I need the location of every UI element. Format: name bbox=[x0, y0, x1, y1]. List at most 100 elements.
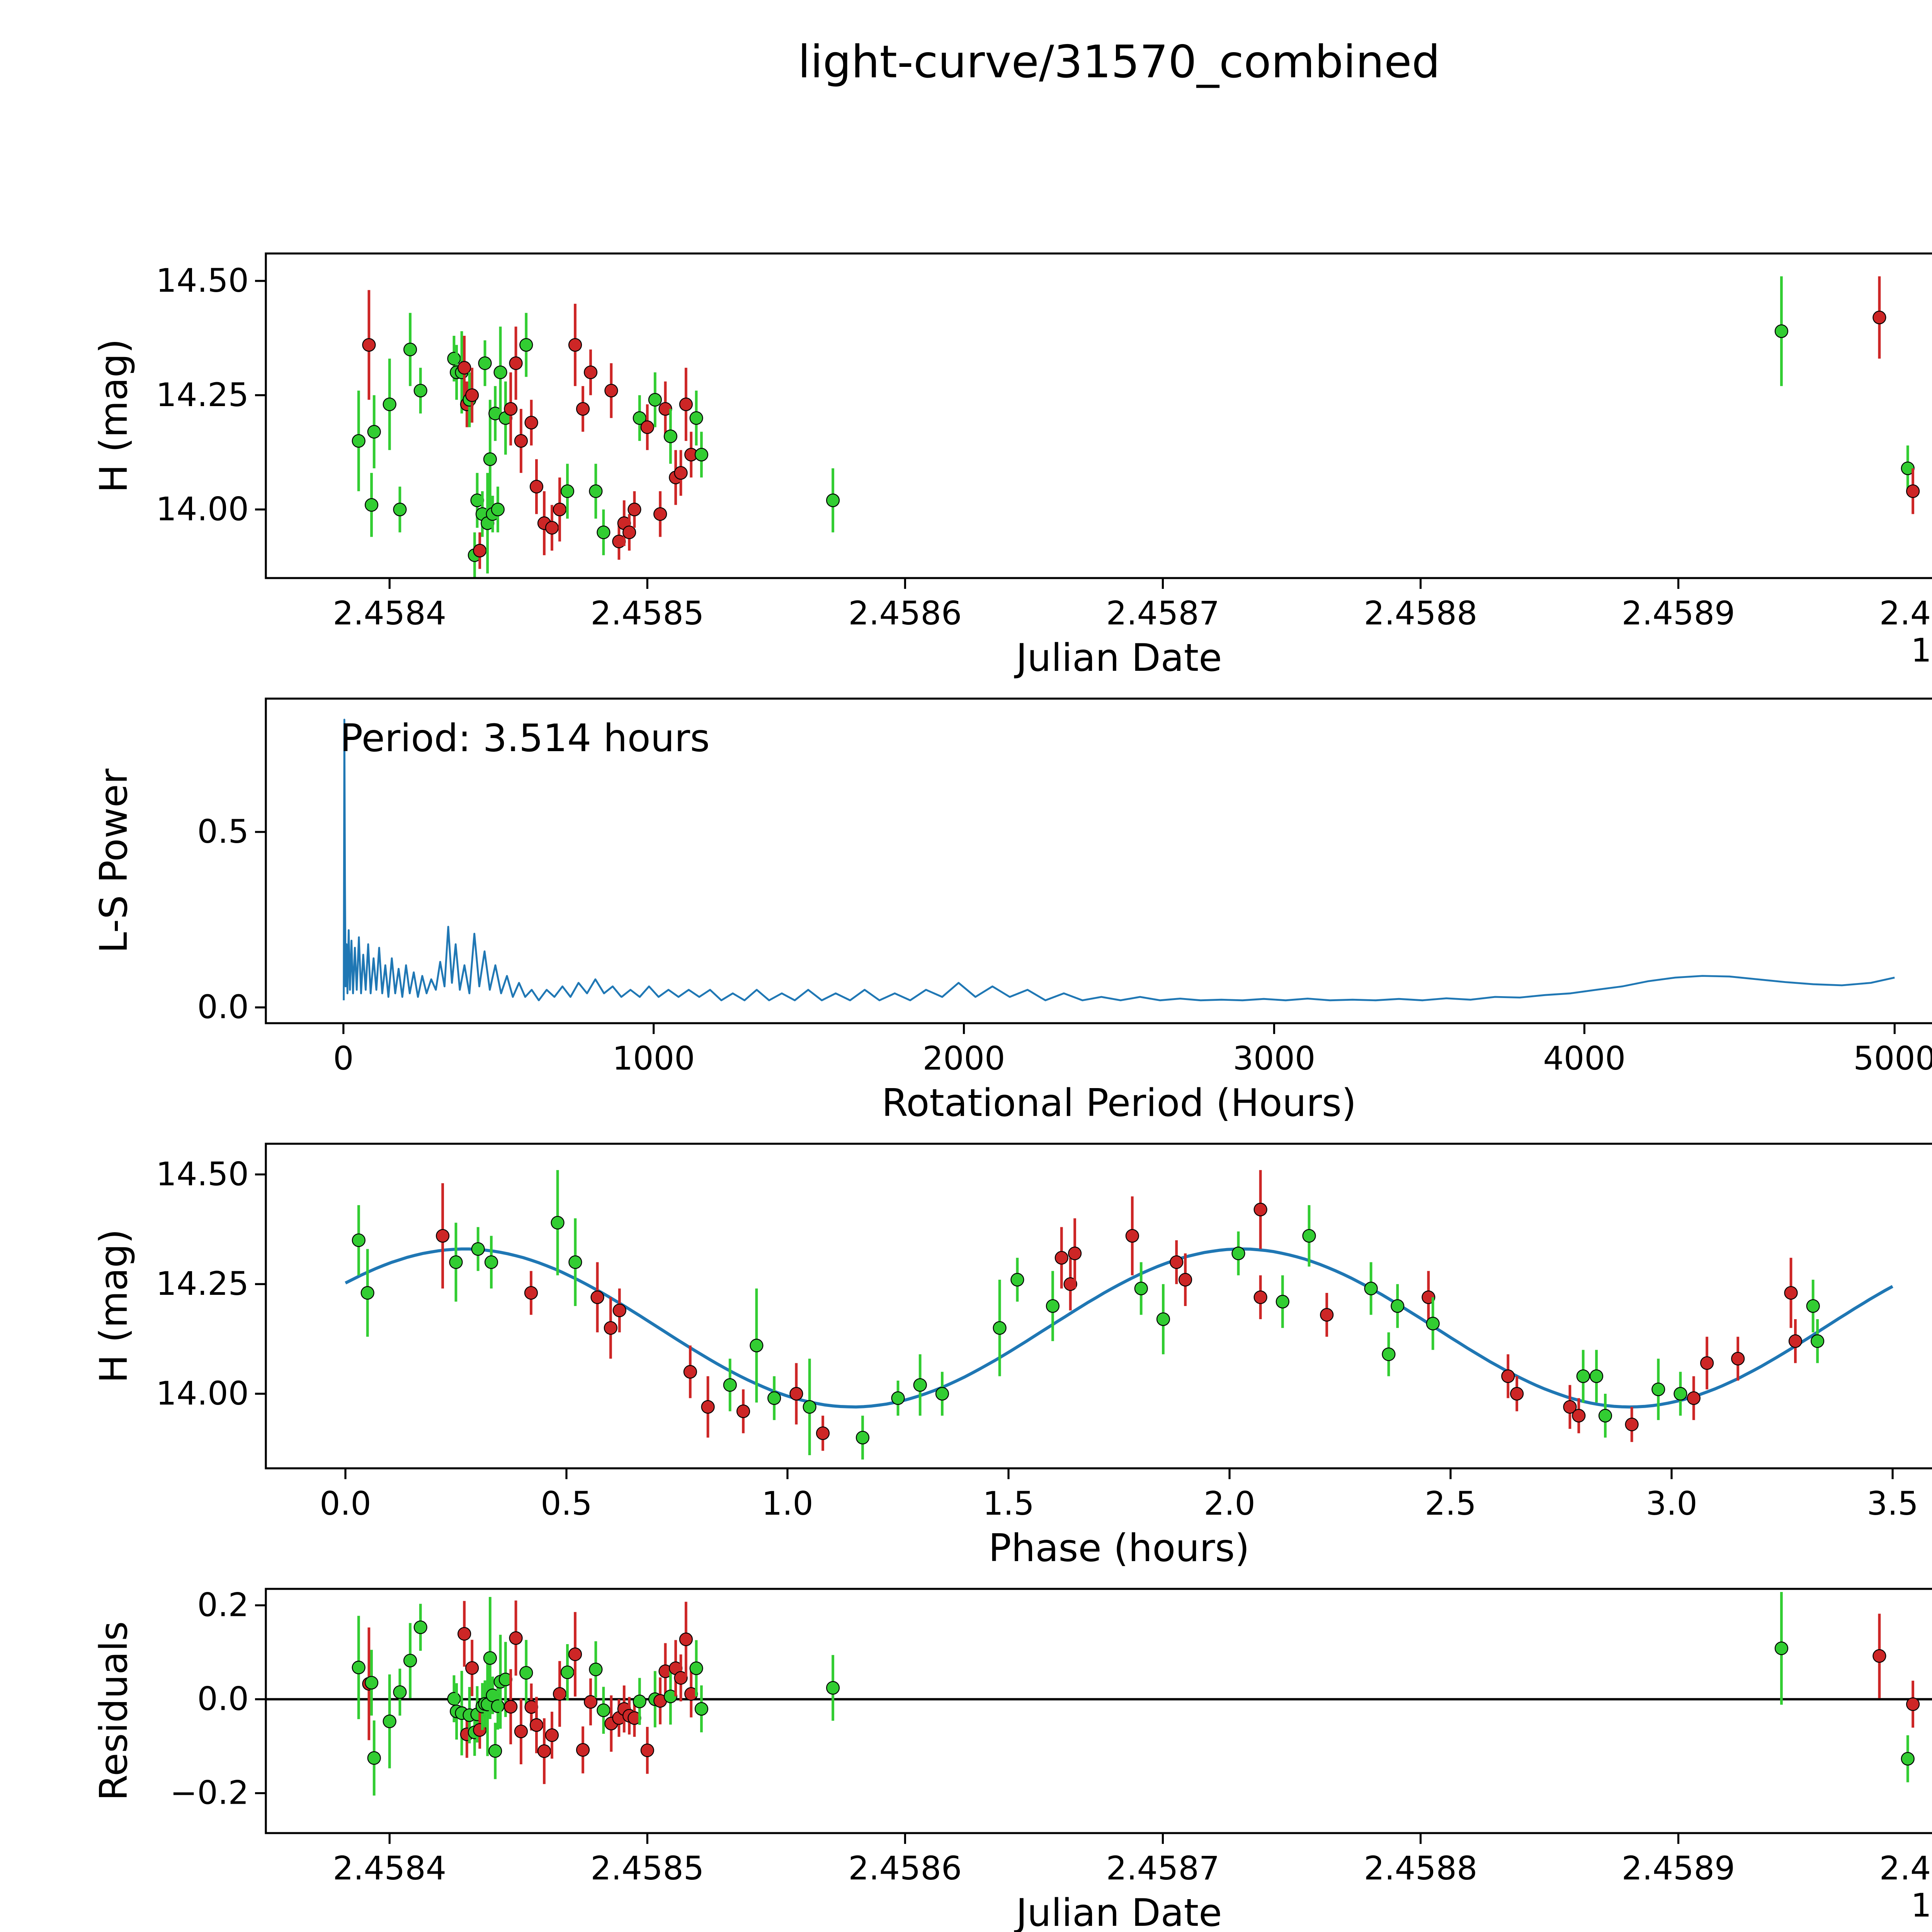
data-point bbox=[1253, 1290, 1267, 1304]
data-point bbox=[689, 411, 703, 425]
y-axis-label: H (mag) bbox=[92, 338, 136, 493]
data-point bbox=[701, 1400, 715, 1414]
data-point bbox=[689, 1661, 703, 1675]
data-point bbox=[352, 434, 366, 448]
x-tick-label: 5000 bbox=[1853, 1039, 1932, 1077]
data-point bbox=[648, 393, 662, 407]
data-point bbox=[519, 1666, 533, 1680]
data-point bbox=[519, 338, 533, 352]
data-point bbox=[1382, 1347, 1396, 1361]
data-point bbox=[493, 366, 507, 379]
data-point bbox=[465, 1661, 479, 1675]
data-point bbox=[1598, 1409, 1612, 1423]
data-point bbox=[653, 507, 667, 521]
data-point bbox=[640, 420, 654, 434]
data-point bbox=[488, 1744, 502, 1758]
periodogram-line bbox=[343, 719, 1895, 1002]
data-point bbox=[1068, 1247, 1082, 1260]
data-point bbox=[514, 434, 528, 448]
data-point bbox=[545, 1728, 559, 1742]
data-point bbox=[583, 366, 598, 379]
data-point bbox=[855, 1430, 870, 1445]
data-point bbox=[1179, 1273, 1192, 1287]
data-point bbox=[597, 526, 611, 539]
x-tick-label: 2.4589 bbox=[1622, 1849, 1735, 1887]
data-point bbox=[457, 361, 471, 375]
x-tick-label: 2.4585 bbox=[590, 1849, 704, 1887]
axes-spines bbox=[265, 1143, 1932, 1469]
y-tick-label: 14.50 bbox=[156, 1155, 249, 1193]
data-point bbox=[367, 425, 381, 439]
data-point bbox=[1276, 1295, 1289, 1309]
period-annotation: Period: 3.514 hours bbox=[340, 716, 710, 760]
data-point bbox=[1872, 311, 1886, 325]
data-point bbox=[1651, 1383, 1665, 1396]
x-tick-label: 2.4585 bbox=[590, 594, 704, 632]
y-tick-label: 14.00 bbox=[156, 490, 249, 528]
data-point bbox=[993, 1321, 1007, 1335]
data-point bbox=[604, 384, 618, 398]
data-point bbox=[568, 1255, 582, 1269]
data-point bbox=[723, 1378, 737, 1392]
data-point bbox=[1784, 1286, 1798, 1300]
data-point bbox=[803, 1400, 816, 1414]
data-point bbox=[1156, 1312, 1170, 1326]
data-point bbox=[504, 1700, 518, 1714]
data-point bbox=[589, 484, 603, 498]
data-point bbox=[597, 1703, 611, 1717]
y-tick-label: 14.25 bbox=[156, 376, 249, 414]
y-tick-label: 0.0 bbox=[197, 988, 249, 1026]
data-point bbox=[449, 1255, 463, 1269]
data-point bbox=[589, 1662, 603, 1677]
data-point bbox=[622, 526, 636, 539]
data-point bbox=[1054, 1251, 1068, 1265]
x-axis-label: Phase (hours) bbox=[988, 1526, 1250, 1570]
data-point bbox=[1810, 1334, 1825, 1348]
offset-text-1e6: 1e6 bbox=[1911, 1886, 1932, 1924]
data-point bbox=[514, 1725, 528, 1738]
data-point bbox=[694, 447, 708, 462]
data-point bbox=[576, 402, 590, 416]
data-point bbox=[436, 1229, 450, 1243]
panel-3: 0.0 0.5 1.0 1.5 2.0 2.5 3.0 3.5 14.00 14.25 14.50 P… bbox=[92, 1143, 1932, 1570]
data-point bbox=[491, 502, 505, 517]
data-point bbox=[1125, 1229, 1139, 1243]
x-tick-label: 2.4586 bbox=[848, 1849, 962, 1887]
data-point bbox=[1302, 1229, 1316, 1243]
data-point bbox=[509, 356, 523, 370]
data-point bbox=[471, 1242, 485, 1256]
x-tick-label: 0.0 bbox=[320, 1485, 371, 1522]
axes-spines bbox=[265, 1588, 1932, 1834]
data-point bbox=[679, 1632, 693, 1646]
data-point bbox=[478, 356, 492, 370]
data-point bbox=[1572, 1409, 1586, 1423]
data-point bbox=[413, 384, 427, 398]
data-point bbox=[361, 1286, 374, 1300]
x-tick-label: 3.0 bbox=[1646, 1485, 1697, 1522]
data-point bbox=[529, 480, 544, 493]
y-tick-label: 0.0 bbox=[197, 1680, 249, 1718]
data-point bbox=[583, 1695, 598, 1709]
data-point bbox=[383, 397, 396, 412]
data-point bbox=[1673, 1387, 1687, 1401]
data-point bbox=[816, 1426, 830, 1440]
fit-curve bbox=[345, 1247, 1893, 1409]
data-point bbox=[457, 1627, 471, 1641]
data-point bbox=[403, 342, 417, 357]
x-tick-label: 1.5 bbox=[983, 1485, 1034, 1522]
x-tick-label: 2.5 bbox=[1425, 1485, 1476, 1522]
x-axis-label: Julian Date bbox=[1014, 636, 1222, 680]
data-point bbox=[1046, 1299, 1060, 1313]
data-point bbox=[1170, 1255, 1184, 1269]
x-tick-label: 2.4590 bbox=[1879, 594, 1932, 632]
data-point bbox=[935, 1387, 949, 1401]
panel-1: 2.4584 2.4585 2.4586 2.4587 2.4588 2.4589 2.45… bbox=[92, 252, 1932, 680]
y-axis-label: L-S Power bbox=[92, 768, 136, 953]
panel-4-content bbox=[266, 1592, 1932, 1796]
data-point bbox=[590, 1290, 604, 1304]
data-point bbox=[483, 1651, 497, 1665]
axes-spines bbox=[265, 697, 1932, 1024]
data-point bbox=[679, 397, 693, 412]
data-point bbox=[640, 1743, 654, 1757]
